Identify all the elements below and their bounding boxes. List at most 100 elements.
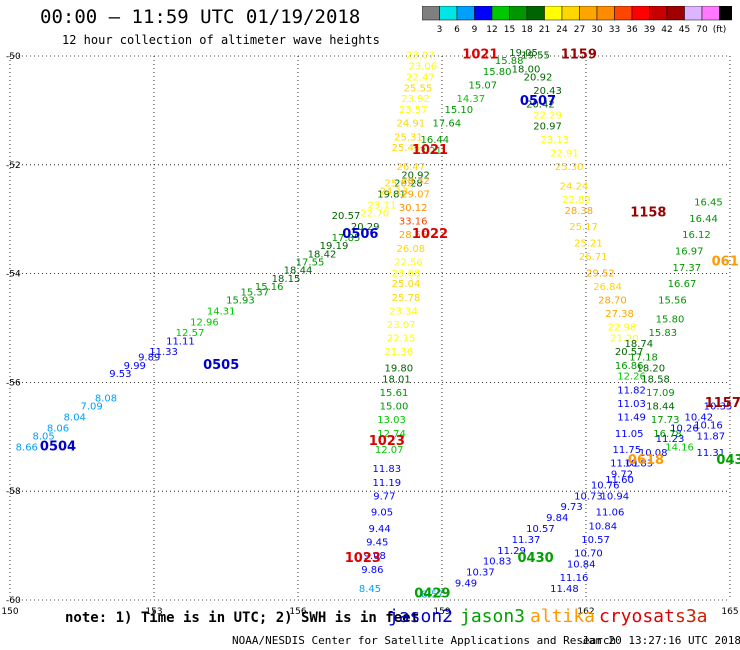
data-point-label: 17.18	[629, 353, 658, 364]
data-point-label: 18.74	[624, 339, 653, 350]
data-point-label: 12.74	[377, 429, 406, 440]
data-point-label: 16.97	[675, 247, 704, 258]
data-point-label: 15.37	[240, 287, 269, 298]
data-point-label: 26.47	[396, 162, 425, 173]
data-point-label: 9.44	[368, 524, 390, 535]
data-point-label: 8.08	[95, 393, 117, 404]
data-point-label: 11.11	[166, 336, 195, 347]
x-tick-label: 162	[577, 607, 594, 617]
scale-label: 45	[679, 25, 690, 35]
scale-label: 18	[521, 25, 533, 35]
data-point-label: 18.44	[284, 266, 313, 277]
data-point-label: 9.72	[611, 470, 633, 481]
data-point-label: 15.00	[380, 402, 409, 413]
data-point-label: 10.08	[639, 448, 668, 459]
data-point-label: 15.80	[483, 67, 512, 78]
data-point-label: 21.20	[610, 334, 639, 345]
data-point-label: 16.78	[653, 429, 682, 440]
data-point-label: 8.05	[32, 432, 54, 443]
scale-label: 42	[661, 25, 672, 35]
data-point-label: 19.81	[377, 189, 406, 200]
pass-label: 1021	[412, 143, 448, 158]
data-point-label: 22.29	[533, 111, 562, 122]
data-point-label: 17.09	[646, 388, 675, 399]
data-point-label: 29.52	[586, 268, 615, 279]
data-point-label: 29.07	[401, 189, 430, 200]
data-point-label: 9.77	[373, 491, 395, 502]
pass-label: 0504	[40, 439, 76, 454]
data-point-label: 15.10	[444, 105, 473, 116]
scale-label: 36	[626, 25, 638, 35]
data-point-label: 25.17	[569, 222, 598, 233]
scale-label: 30	[591, 25, 603, 35]
data-point-label: 17.64	[432, 119, 461, 130]
x-tick-label: 159	[433, 607, 450, 617]
data-point-label: 22.15	[387, 334, 416, 345]
data-point-label: 20.42	[526, 100, 555, 111]
pass-label: 1157	[705, 396, 740, 411]
data-point-label: 11.60	[605, 475, 634, 486]
data-point-label: 15.16	[255, 282, 284, 293]
data-point-label: 8.66	[16, 442, 38, 453]
data-point-label: 12.26	[617, 372, 646, 383]
data-point-label: 18.00	[512, 64, 541, 75]
data-point-label: 17.73	[651, 415, 680, 426]
data-point-label: 19.19	[320, 241, 349, 252]
data-point-label: 15.56	[658, 296, 687, 307]
page-subtitle: 12 hour collection of altimeter wave hei…	[62, 33, 380, 47]
x-tick-label: 153	[145, 607, 162, 617]
scale-label: 27	[574, 25, 585, 35]
data-point-label: 9.53	[109, 369, 131, 380]
data-point-label: 18.44	[646, 402, 675, 413]
data-point-label: 18.01	[382, 374, 411, 385]
pass-label: 043	[716, 453, 740, 468]
data-point-label: 9.84	[546, 513, 568, 524]
data-point-label: 11.03	[617, 399, 646, 410]
data-point-label: 14.31	[207, 306, 236, 317]
color-scale: 3 6 9 12 15 18 21 24 27 30 33 36 39 42 45 70 (ft)	[422, 6, 732, 35]
data-point-label: 16.44	[689, 214, 718, 225]
data-point-label: 9.08	[364, 551, 386, 562]
data-point-label: 16.44	[420, 135, 449, 146]
data-point-label: 19.55	[521, 51, 550, 62]
data-point-label: 20.43	[533, 86, 562, 97]
data-point-label: 25.04	[392, 279, 421, 290]
data-point-label: 11.23	[656, 434, 685, 445]
data-point-label: 24.24	[560, 181, 589, 192]
scale-label: 70	[696, 25, 708, 35]
data-point-label: 23.57	[399, 105, 428, 116]
data-point-label: 28.56	[399, 230, 428, 241]
satellite-label-jason3: jason3	[460, 606, 526, 627]
data-point-label: 11.05	[615, 429, 644, 440]
data-point-label: 9.05	[371, 508, 393, 519]
satellite-label-cryosat: cryosat	[599, 606, 675, 627]
pass-label: 0505	[203, 358, 239, 373]
data-point-label: 33.16	[399, 217, 428, 228]
data-point-label: 11.16	[560, 573, 589, 584]
data-point-label: 25.55	[404, 83, 433, 94]
pass-label: 0429	[414, 586, 450, 601]
data-point-label: 19.05	[509, 48, 538, 59]
pass-label: 0618	[628, 453, 664, 468]
pass-label: 1023	[345, 551, 381, 566]
footer-timestamp: Jan 20 13:27:16 UTC 2018	[582, 634, 740, 647]
data-point-label: 11.19	[372, 478, 401, 489]
data-point-label: 10.84	[567, 559, 596, 570]
data-point-label: 10.73	[574, 491, 603, 502]
data-point-label: 10.83	[483, 557, 512, 568]
scale-label: (ft)	[713, 25, 727, 35]
data-point-label: 11.29	[497, 546, 526, 557]
data-point-label: 10.16	[694, 421, 723, 432]
data-point-label: 10.84	[588, 521, 617, 532]
data-point-label: 9.73	[560, 502, 582, 513]
x-tick-label: 165	[721, 607, 738, 617]
x-tick-label: 150	[1, 607, 18, 617]
data-point-label: 23.92	[401, 94, 430, 105]
data-point-label: 25.62	[384, 179, 413, 190]
data-point-label: 11.75	[612, 445, 641, 456]
pass-label: 061	[712, 254, 739, 269]
pass-label: 0507	[520, 94, 556, 109]
data-point-label: 9.99	[124, 361, 146, 372]
data-point-label: 25.45	[392, 143, 421, 154]
data-point-label: 20.92	[524, 72, 553, 83]
